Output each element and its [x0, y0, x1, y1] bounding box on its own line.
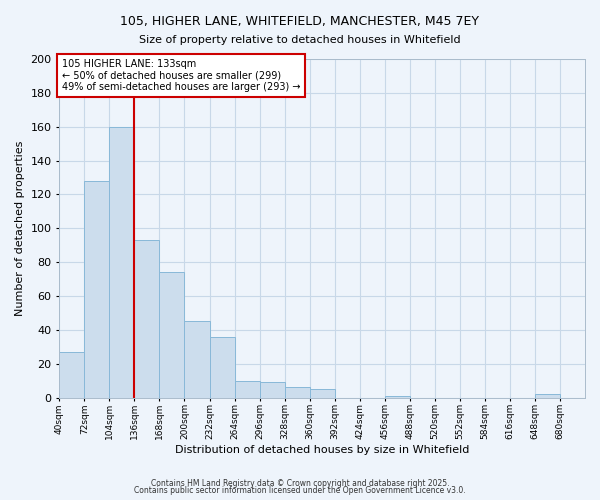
- Bar: [109, 126, 134, 398]
- Bar: [260, 382, 284, 398]
- Text: Contains HM Land Registry data © Crown copyright and database right 2025.: Contains HM Land Registry data © Crown c…: [151, 478, 449, 488]
- Text: 105 HIGHER LANE: 133sqm
← 50% of detached houses are smaller (299)
49% of semi-d: 105 HIGHER LANE: 133sqm ← 50% of detache…: [62, 59, 300, 92]
- X-axis label: Distribution of detached houses by size in Whitefield: Distribution of detached houses by size …: [175, 445, 469, 455]
- Text: 105, HIGHER LANE, WHITEFIELD, MANCHESTER, M45 7EY: 105, HIGHER LANE, WHITEFIELD, MANCHESTER…: [121, 15, 479, 28]
- Bar: [134, 240, 160, 398]
- Bar: [284, 388, 310, 398]
- Bar: [160, 272, 184, 398]
- Bar: [184, 322, 209, 398]
- Y-axis label: Number of detached properties: Number of detached properties: [15, 140, 25, 316]
- Bar: [59, 352, 85, 398]
- Bar: [209, 336, 235, 398]
- Bar: [310, 389, 335, 398]
- Text: Size of property relative to detached houses in Whitefield: Size of property relative to detached ho…: [139, 35, 461, 45]
- Bar: [235, 380, 260, 398]
- Bar: [535, 394, 560, 398]
- Text: Contains public sector information licensed under the Open Government Licence v3: Contains public sector information licen…: [134, 486, 466, 495]
- Bar: [385, 396, 410, 398]
- Bar: [85, 181, 109, 398]
